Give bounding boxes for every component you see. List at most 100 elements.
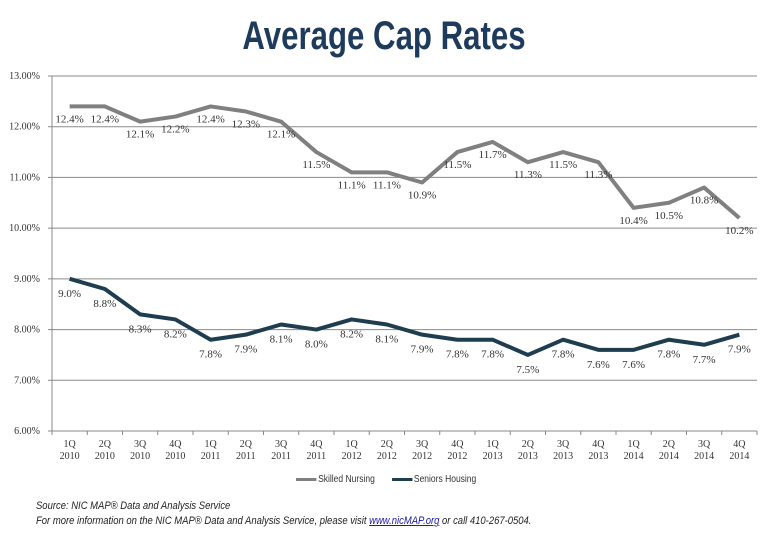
source-note: Source: NIC MAP® Data and Analysis Servi… [36,500,231,512]
data-label: 10.8% [690,195,718,207]
data-label: 7.8% [199,349,222,361]
y-tick-label: 12.00% [9,122,40,133]
legend: Skilled Nursing Seniors Housing [296,474,476,485]
legend-item-seniors-housing: Seniors Housing [391,474,476,485]
data-label: 12.4% [55,113,83,125]
x-tick-label: 2013 [588,451,608,462]
x-tick-label: 2Q [663,439,676,450]
y-tick-label: 10.00% [9,223,40,234]
data-label: 10.2% [725,225,753,237]
x-tick-label: 2014 [624,451,644,462]
data-label: 7.9% [411,344,434,356]
data-label: 10.5% [655,210,683,222]
x-tick-label: 2013 [518,451,538,462]
data-label: 12.3% [232,119,260,131]
data-label: 11.3% [584,169,612,181]
x-tick-label: 2010 [130,451,150,462]
x-tick-label: 2011 [236,451,256,462]
data-label: 10.9% [408,190,436,202]
data-label: 7.8% [657,349,680,361]
data-label: 8.0% [305,339,328,351]
data-label: 11.3% [514,169,542,181]
x-tick-label: 4Q [451,439,464,450]
data-label: 8.1% [270,334,293,346]
x-tick-label: 4Q [310,439,323,450]
x-tick-label: 2014 [659,451,679,462]
x-tick-label: 4Q [169,439,182,450]
data-label: 10.4% [619,215,647,227]
x-tick-label: 2013 [483,451,503,462]
legend-item-skilled-nursing: Skilled Nursing [296,474,375,485]
x-tick-label: 2Q [99,439,112,450]
line-chart: 6.00% 7.00% 8.00% 9.00% 10.00% 11.00% 12.00% 13… [9,71,758,462]
data-label: 11.5% [549,159,577,171]
x-tick-label: 3Q [275,439,288,450]
data-label: 11.5% [302,159,330,171]
legend-swatch [391,478,413,481]
x-tick-label: 4Q [592,439,605,450]
data-label: 7.6% [622,359,645,371]
data-label: 8.8% [93,298,116,310]
nicmap-link[interactable]: www.nicMAP.org [369,515,440,527]
data-label: 12.1% [267,129,295,141]
data-label: 7.9% [234,344,257,356]
chart-title: Average Cap Rates [242,14,526,58]
x-tick-label: 2Q [522,439,535,450]
x-tick-label: 2010 [95,451,115,462]
data-label: 9.0% [58,288,81,300]
data-label: 12.4% [91,113,119,125]
y-tick-label: 8.00% [14,325,40,336]
x-tick-label: 2012 [447,451,467,462]
y-tick-label: 7.00% [14,375,40,386]
x-tick-label: 2014 [694,451,714,462]
x-tick-label: 2014 [729,451,749,462]
data-label: 11.1% [338,179,366,191]
x-tick-label: 4Q [733,439,746,450]
x-tick-label: 3Q [134,439,147,450]
x-tick-label: 3Q [557,439,570,450]
x-tick-label: 2011 [201,451,221,462]
y-tick-label: 11.00% [10,172,40,183]
data-label: 11.5% [443,159,471,171]
x-tick-label: 1Q [205,439,218,450]
legend-swatch [296,478,317,481]
data-label: 8.3% [129,323,152,335]
series-line-skilled-nursing [69,104,741,220]
legend-label: Skilled Nursing [318,474,375,485]
x-tick-label: 2010 [60,451,80,462]
x-tick-label: 3Q [416,439,429,450]
data-label: 8.2% [340,328,363,340]
data-label: 7.5% [516,364,539,376]
data-label: 7.9% [728,344,751,356]
x-tick-label: 2Q [240,439,253,450]
data-label: 8.1% [375,334,398,346]
x-tick-label: 2013 [553,451,573,462]
info-prefix: For more information on the NIC MAP® Dat… [36,515,370,527]
data-label: 12.2% [161,124,189,136]
x-tick-label: 2012 [342,451,362,462]
data-label: 12.4% [196,113,224,125]
y-tick-label: 6.00% [14,426,40,437]
x-tick-label: 2012 [377,451,397,462]
data-label: 7.6% [587,359,610,371]
x-tick-label: 1Q [346,439,359,450]
x-tick-label: 2010 [165,451,185,462]
y-tick-label: 13.00% [9,71,40,82]
data-label: 8.2% [164,328,187,340]
series-line-seniors-housing [69,276,740,357]
data-label: 12.1% [126,129,154,141]
info-note: For more information on the NIC MAP® Dat… [36,515,531,527]
x-tick-label: 1Q [487,439,500,450]
data-label: 7.7% [693,354,716,366]
x-tick-label: 2011 [307,451,327,462]
y-tick-label: 9.00% [14,274,40,285]
data-label: 7.8% [446,349,469,361]
x-tick-label: 1Q [64,439,77,450]
x-tick-label: 3Q [698,439,711,450]
x-tick-label: 2012 [412,451,432,462]
x-tick-label: 2Q [381,439,394,450]
x-tick-label: 2011 [271,451,291,462]
data-label: 11.7% [479,149,507,161]
info-suffix: or call 410-267-0504. [439,515,532,527]
data-label: 7.8% [481,349,504,361]
